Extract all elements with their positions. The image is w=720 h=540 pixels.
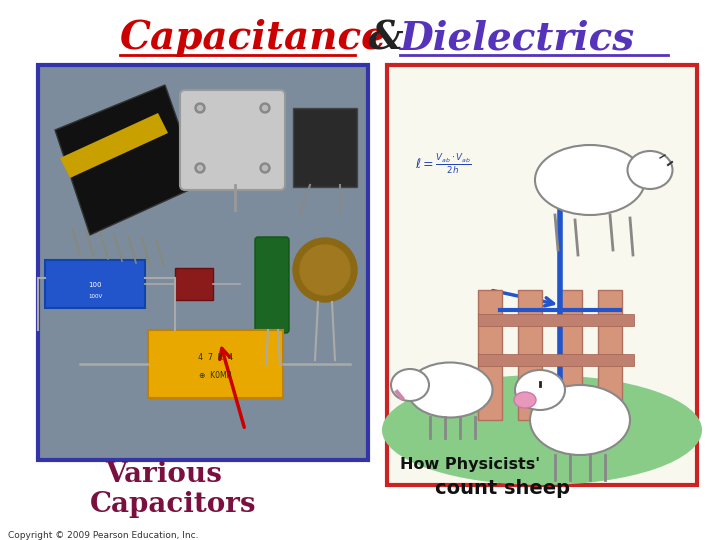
- Ellipse shape: [535, 145, 645, 215]
- Circle shape: [260, 163, 270, 173]
- Circle shape: [195, 103, 205, 113]
- Circle shape: [197, 165, 202, 171]
- Text: Capacitance: Capacitance: [120, 19, 387, 57]
- Ellipse shape: [515, 370, 565, 410]
- Bar: [175, 268, 213, 300]
- Bar: [38, 65, 368, 460]
- Text: ⊕  K0MP: ⊕ K0MP: [199, 372, 231, 381]
- Ellipse shape: [628, 151, 672, 189]
- FancyBboxPatch shape: [293, 108, 357, 187]
- Bar: [478, 354, 634, 366]
- Bar: [387, 65, 697, 485]
- Ellipse shape: [408, 362, 492, 417]
- Text: $\ell = \frac{V_{ab} \cdot V_{ab}}{2h}$: $\ell = \frac{V_{ab} \cdot V_{ab}}{2h}$: [415, 153, 472, 177]
- Circle shape: [263, 105, 268, 111]
- Circle shape: [293, 238, 357, 302]
- Bar: [478, 290, 502, 420]
- Circle shape: [260, 103, 270, 113]
- Text: count sheep: count sheep: [435, 478, 570, 497]
- Polygon shape: [55, 85, 200, 235]
- Text: 4 7 K 4: 4 7 K 4: [197, 354, 233, 362]
- Text: Dielectrics: Dielectrics: [400, 19, 635, 57]
- Polygon shape: [60, 113, 168, 178]
- Text: Capacitors: Capacitors: [90, 491, 256, 518]
- Circle shape: [300, 245, 350, 295]
- Circle shape: [197, 105, 202, 111]
- Text: 100V: 100V: [88, 294, 102, 300]
- Text: &: &: [355, 19, 417, 57]
- Bar: [558, 290, 582, 420]
- Bar: [518, 290, 542, 420]
- FancyBboxPatch shape: [255, 237, 289, 333]
- Bar: [148, 330, 283, 398]
- Text: 100: 100: [89, 282, 102, 288]
- FancyBboxPatch shape: [180, 90, 285, 190]
- Bar: [478, 314, 634, 326]
- Ellipse shape: [530, 385, 630, 455]
- Bar: [598, 290, 622, 420]
- Text: Copyright © 2009 Pearson Education, Inc.: Copyright © 2009 Pearson Education, Inc.: [8, 530, 199, 539]
- Ellipse shape: [514, 392, 536, 408]
- Circle shape: [263, 165, 268, 171]
- Ellipse shape: [382, 375, 702, 485]
- Text: Various: Various: [105, 462, 222, 489]
- Circle shape: [195, 163, 205, 173]
- Text: How Physicists': How Physicists': [400, 457, 540, 472]
- Bar: [45, 260, 145, 308]
- Ellipse shape: [391, 369, 429, 401]
